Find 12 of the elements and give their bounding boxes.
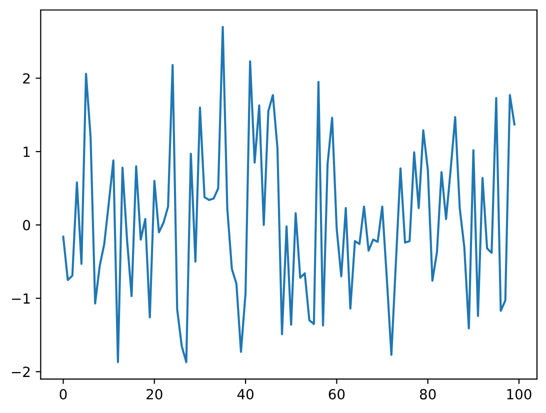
y-tick-label: 2 bbox=[23, 73, 30, 84]
x-tick-label: 60 bbox=[328, 388, 345, 400]
line-series bbox=[62, 26, 516, 364]
x-tick-label: 0 bbox=[60, 388, 67, 400]
x-tick-label: 20 bbox=[146, 388, 162, 400]
y-tick-label: 0 bbox=[23, 220, 30, 230]
y-tick-label: −1 bbox=[12, 293, 30, 304]
x-tick-label: 80 bbox=[420, 388, 436, 400]
x-tick-label: 40 bbox=[237, 388, 254, 400]
y-tick-label: −2 bbox=[12, 366, 30, 377]
y-tick-label: 1 bbox=[24, 146, 30, 157]
x-tick-label: 100 bbox=[507, 388, 532, 400]
